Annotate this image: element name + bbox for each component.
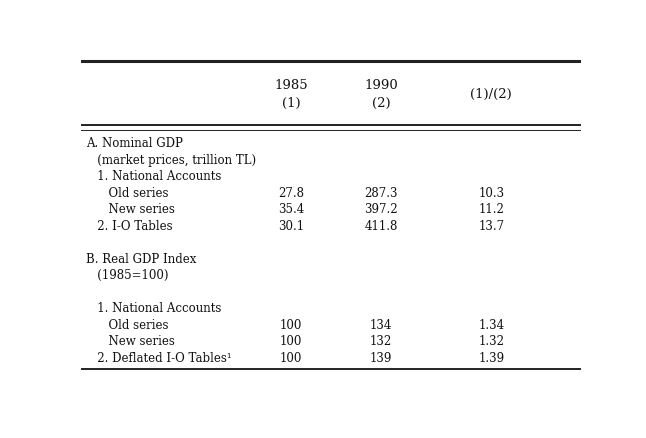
Text: Old series: Old series bbox=[86, 319, 168, 332]
Text: (market prices, trillion TL): (market prices, trillion TL) bbox=[86, 154, 256, 166]
Text: 139: 139 bbox=[370, 352, 392, 365]
Text: 30.1: 30.1 bbox=[278, 220, 304, 233]
Text: A. Nominal GDP: A. Nominal GDP bbox=[86, 137, 183, 150]
Text: 2. I-O Tables: 2. I-O Tables bbox=[86, 220, 172, 233]
Text: B. Real GDP Index: B. Real GDP Index bbox=[86, 253, 196, 266]
Text: 100: 100 bbox=[280, 352, 302, 365]
Text: 100: 100 bbox=[280, 336, 302, 349]
Text: 134: 134 bbox=[370, 319, 392, 332]
Text: 287.3: 287.3 bbox=[364, 187, 398, 200]
Text: 10.3: 10.3 bbox=[478, 187, 505, 200]
Text: 1.34: 1.34 bbox=[478, 319, 505, 332]
Text: (1985=100): (1985=100) bbox=[86, 269, 168, 283]
Text: 397.2: 397.2 bbox=[364, 203, 398, 216]
Text: 1.39: 1.39 bbox=[478, 352, 505, 365]
Text: 100: 100 bbox=[280, 319, 302, 332]
Text: 1. National Accounts: 1. National Accounts bbox=[86, 170, 221, 183]
Text: 411.8: 411.8 bbox=[364, 220, 398, 233]
Text: (1)/(2): (1)/(2) bbox=[470, 88, 512, 101]
Text: 1985
(1): 1985 (1) bbox=[274, 79, 308, 110]
Text: 1.32: 1.32 bbox=[478, 336, 505, 349]
Text: 35.4: 35.4 bbox=[278, 203, 304, 216]
Text: 11.2: 11.2 bbox=[478, 203, 505, 216]
Text: 1. National Accounts: 1. National Accounts bbox=[86, 302, 221, 315]
Text: 27.8: 27.8 bbox=[278, 187, 304, 200]
Text: 132: 132 bbox=[370, 336, 392, 349]
Text: New series: New series bbox=[86, 203, 174, 216]
Text: New series: New series bbox=[86, 336, 174, 349]
Text: 2. Deflated I-O Tables¹: 2. Deflated I-O Tables¹ bbox=[86, 352, 231, 365]
Text: Old series: Old series bbox=[86, 187, 168, 200]
Text: 13.7: 13.7 bbox=[478, 220, 505, 233]
Text: 1990
(2): 1990 (2) bbox=[364, 79, 398, 110]
